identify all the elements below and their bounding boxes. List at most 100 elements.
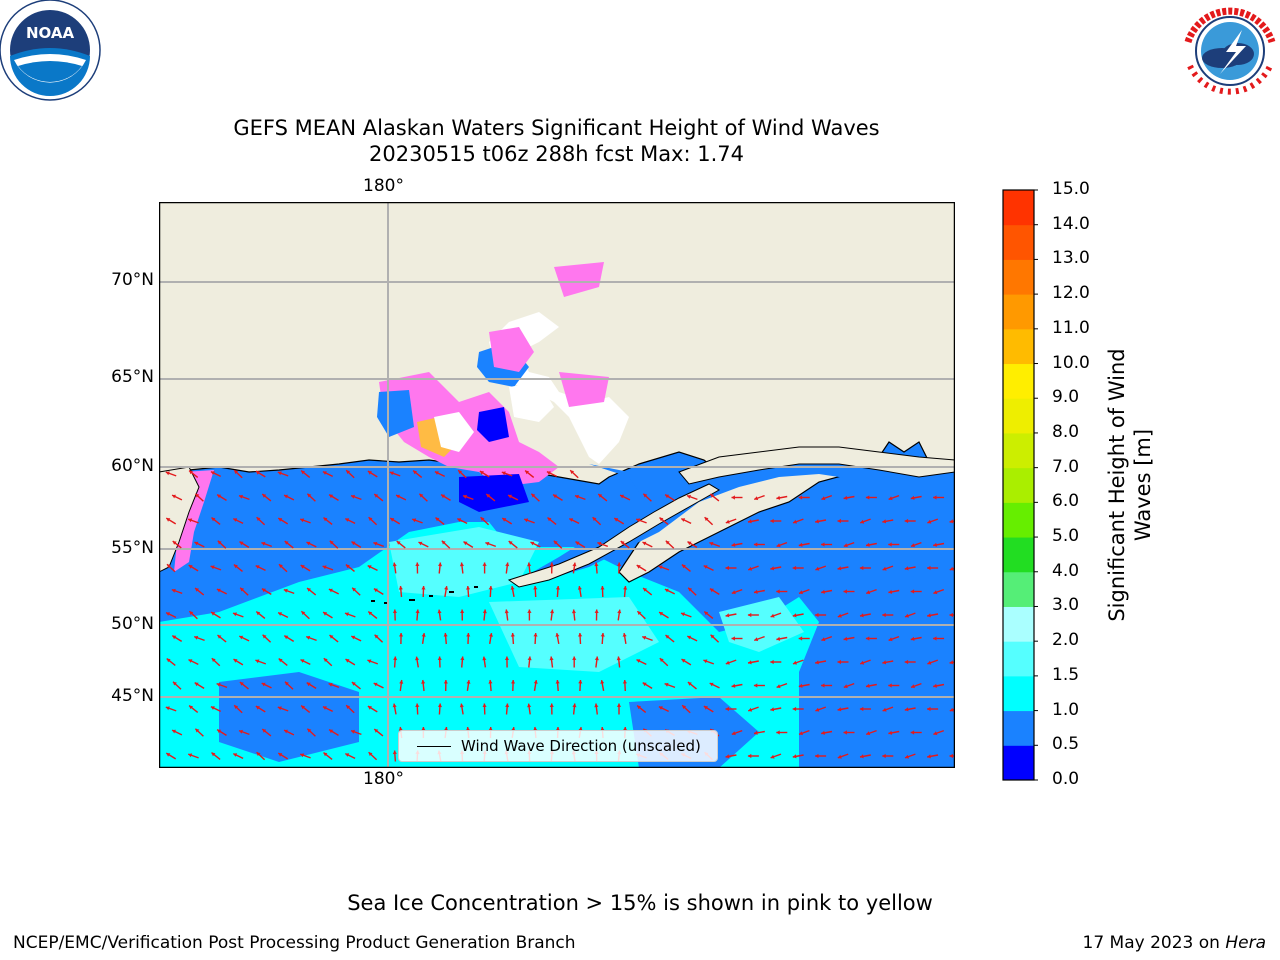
lon-label-top: 180° [363, 176, 404, 196]
wave-direction-arrowhead [882, 566, 887, 571]
wave-direction-arrowhead [465, 727, 470, 731]
wave-direction-arrowhead [866, 542, 870, 547]
wave-direction-arrowhead [421, 680, 426, 684]
wave-direction-arrowhead [399, 680, 404, 684]
wave-direction-arrowhead [664, 588, 669, 593]
wave-direction-arrowhead [623, 727, 628, 731]
wave-direction-arrowhead [256, 517, 261, 521]
wave-direction-arrowhead [620, 541, 625, 545]
sea-ice-deep-2 [459, 474, 529, 512]
wave-direction-arrowhead [709, 588, 714, 593]
wave-direction-arrowhead [459, 703, 464, 708]
sea-ice-pink-3 [559, 372, 609, 407]
wave-direction-arrowhead [770, 518, 774, 524]
wave-direction-arrowhead [415, 656, 420, 661]
wave-direction-arrowhead [396, 494, 400, 499]
wave-direction-arrowhead [328, 682, 333, 687]
wave-direction-arrowhead [688, 587, 693, 592]
colorbar-tick-label: 0.0 [1052, 769, 1080, 789]
wave-direction-arrowhead [217, 729, 222, 734]
wave-direction-arrowhead [637, 705, 641, 710]
map-panel [159, 202, 955, 768]
wave-direction-arrowhead [682, 705, 687, 709]
wave-direction-arrowhead [194, 682, 199, 687]
wave-direction-arrowhead [419, 493, 424, 498]
colorbar-title-line1: Significant Height of Wind [1105, 348, 1129, 622]
wave-direction-arrowhead [642, 541, 647, 546]
wave-direction-arrowhead [949, 660, 954, 665]
wave-direction-arrowhead [770, 707, 775, 712]
wave-direction-arrowhead [211, 752, 216, 757]
wave-direction-arrowhead [329, 540, 334, 545]
wave-direction-arrowhead [643, 493, 648, 498]
wave-direction-arrowhead [233, 659, 238, 663]
wave-direction-arrowhead [524, 518, 529, 523]
legend-label: Wind Wave Direction (unscaled) [461, 737, 701, 755]
wave-direction-arrowhead [681, 564, 686, 569]
wave-direction-arrowhead [572, 656, 577, 660]
wave-direction-arrowhead [843, 495, 848, 500]
wave-direction-arrowhead [837, 707, 842, 712]
wave-direction-arrowhead [466, 680, 471, 684]
colorbar-tick-label: 7.0 [1052, 456, 1080, 477]
sea-ice-white-2 [509, 382, 554, 422]
wave-direction-arrowhead [261, 588, 266, 593]
wave-direction-arrowhead [636, 518, 641, 523]
wave-direction-arrowhead [392, 609, 397, 613]
colorbar-tick-label: 13.0 [1052, 248, 1090, 269]
wave-direction-arrowhead [681, 612, 685, 617]
wave-direction-arrowhead [511, 727, 516, 731]
wave-direction-arrowhead [239, 494, 243, 499]
colorbar-tick-label: 6.0 [1052, 491, 1080, 512]
wave-direction-arrowhead [636, 659, 641, 663]
wave-direction-arrowhead [501, 471, 506, 476]
wave-direction-arrowhead [622, 633, 627, 637]
wave-direction-arrowhead [533, 727, 538, 731]
wave-direction-arrowhead [905, 613, 909, 618]
land-kamchatka [159, 466, 200, 573]
wave-direction-arrowhead [301, 470, 305, 475]
wave-direction-arrowhead [553, 494, 558, 499]
wave-direction-arrowhead [792, 754, 797, 759]
wave-direction-arrowhead [731, 590, 736, 595]
wave-direction-arrowhead [413, 470, 417, 475]
wave-direction-arrowhead [555, 633, 560, 637]
wave-direction-arrowhead [217, 540, 222, 545]
wave-direction-arrowhead [322, 471, 327, 475]
wave-direction-arrowhead [622, 680, 627, 684]
wave-direction-arrowhead [815, 707, 820, 712]
wave-direction-arrowhead [658, 706, 663, 710]
wave-direction-arrowhead [598, 494, 603, 498]
wave-direction-arrowhead [368, 517, 373, 521]
wave-direction-arrowhead [256, 611, 261, 616]
wave-direction-arrowhead [888, 496, 893, 501]
wave-direction-arrowhead [437, 609, 442, 614]
wave-direction-arrowhead [418, 541, 423, 546]
wave-direction-arrowhead [882, 660, 887, 665]
wave-direction-arrowhead [687, 635, 692, 640]
wave-direction-arrowhead [882, 707, 887, 712]
wave-direction-arrowhead [859, 565, 864, 571]
colorbar-band [1003, 467, 1034, 503]
wave-direction-arrowhead [798, 542, 803, 547]
wave-direction-arrowhead [399, 633, 404, 637]
wave-direction-arrowhead [747, 753, 752, 759]
wave-direction-arrowhead [888, 589, 893, 594]
wave-region-light-2 [389, 527, 539, 597]
wave-direction-arrowhead [527, 656, 532, 661]
colorbar-band [1003, 363, 1034, 399]
wave-direction-arrowhead [488, 727, 493, 731]
wave-direction-arrowhead [815, 753, 819, 759]
wave-direction-arrowhead [188, 518, 193, 523]
wave-direction-arrowhead [776, 684, 781, 689]
wave-direction-arrowhead [704, 517, 709, 521]
wave-direction-arrowhead [328, 588, 333, 593]
wave-direction-arrowhead [284, 541, 289, 545]
colorbar-band [1003, 224, 1034, 260]
wave-direction-arrowhead [815, 566, 820, 571]
wave-direction-arrowhead [329, 635, 334, 639]
wave-direction-arrowhead [459, 562, 464, 567]
wave-direction-arrowhead [703, 659, 708, 664]
wave-direction-arrowhead [172, 729, 176, 734]
wave-direction-arrowhead [415, 562, 420, 566]
